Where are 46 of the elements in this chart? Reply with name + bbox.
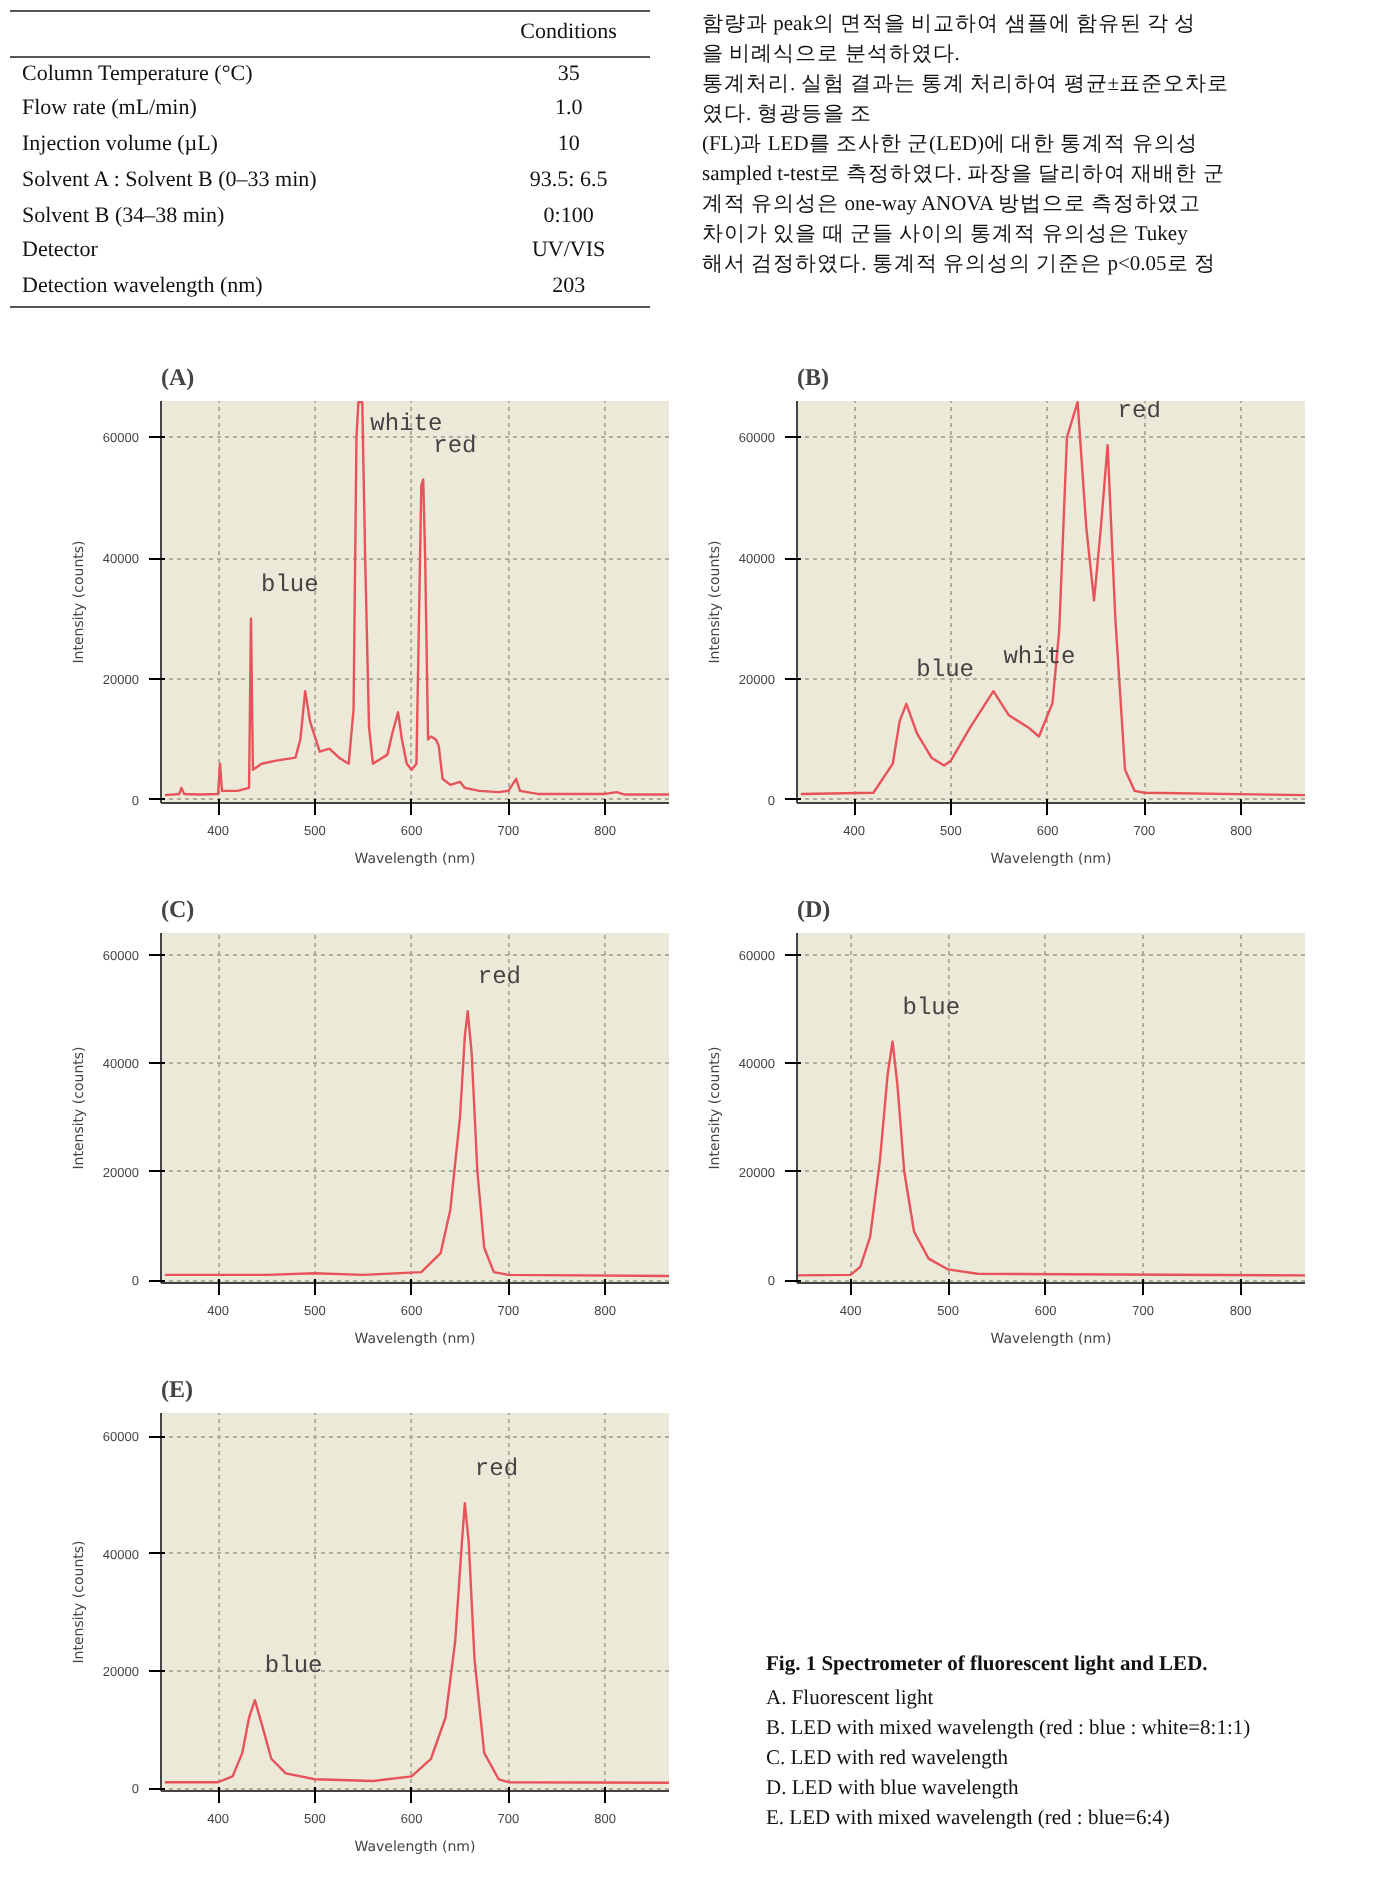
text: Conditions bbox=[518, 18, 619, 48]
text: 10 bbox=[555, 130, 582, 161]
text: B. LED with mixed wavelength (red : blue : white=8:1:1) bbox=[766, 1716, 1253, 1744]
text: 함량과 peak의 면적을 비교하여 샘플에 함유된 각 성 bbox=[702, 12, 1199, 40]
text: sampled t-test로 측정하였다. 파장을 달리하여 재배한 군 bbox=[702, 162, 1227, 190]
text: UV/VIS bbox=[529, 236, 608, 267]
text: 차이가 있을 때 군들 사이의 통계적 유의성은 Tukey bbox=[702, 222, 1190, 250]
annotation: red bbox=[474, 1455, 519, 1484]
text: 해서 검정하였다. 통계적 유의성의 기준은 p<0.05로 정 bbox=[702, 252, 1218, 280]
text: Injection volume (µL) bbox=[20, 130, 220, 161]
text: Detector bbox=[20, 236, 100, 267]
line-series bbox=[799, 401, 1305, 797]
text: Flow rate (mL/min) bbox=[20, 94, 199, 125]
text: A. Fluorescent light bbox=[766, 1686, 936, 1714]
text: Column Temperature (°C) bbox=[20, 59, 255, 90]
text: D. LED with blue wavelength bbox=[766, 1776, 1021, 1804]
text: Detection wavelength (nm) bbox=[20, 271, 265, 302]
annotation: blue bbox=[902, 993, 961, 1022]
line-series bbox=[797, 1040, 1305, 1277]
chart-title: (A) bbox=[161, 363, 195, 391]
line-series bbox=[163, 401, 669, 797]
text: 93.5: 6.5 bbox=[527, 165, 610, 196]
text: 0:100 bbox=[541, 201, 596, 232]
chart-title: (C) bbox=[161, 895, 195, 923]
chart-title: (D) bbox=[797, 895, 831, 923]
text: Fig. 1 Spectrometer of fluorescent light and LED. bbox=[766, 1652, 1210, 1680]
text: 35 bbox=[555, 59, 582, 90]
annotation: red bbox=[477, 963, 521, 992]
annotation: blue bbox=[264, 1652, 323, 1681]
text: E. LED with mixed wavelength (red : blue=6:4) bbox=[766, 1806, 1172, 1834]
chart-title: (E) bbox=[161, 1375, 193, 1403]
text: C. LED with red wavelength bbox=[766, 1746, 1011, 1774]
text: 였다. 형광등을 조 bbox=[702, 102, 874, 130]
line-series bbox=[163, 1502, 669, 1784]
annotation: blue bbox=[260, 570, 319, 599]
annotation: blue bbox=[916, 655, 974, 684]
line-series bbox=[163, 1009, 669, 1278]
text: 계적 유의성은 one-way ANOVA 방법으로 측정하였고 bbox=[702, 192, 1204, 220]
text: (FL)과 LED를 조사한 군(LED)에 대한 통계적 유의성 bbox=[702, 132, 1200, 160]
text: 203 bbox=[550, 271, 588, 302]
chart-title: (B) bbox=[797, 363, 829, 391]
text: Solvent A : Solvent B (0–33 min) bbox=[20, 165, 319, 196]
text: Solvent B (34–38 min) bbox=[20, 201, 227, 232]
text: 통계처리. 실험 결과는 통계 처리하여 평균±표준오차로 bbox=[702, 72, 1232, 100]
text: 1.0 bbox=[552, 94, 585, 125]
text: 을 비례식으로 분석하였다. bbox=[702, 42, 962, 70]
